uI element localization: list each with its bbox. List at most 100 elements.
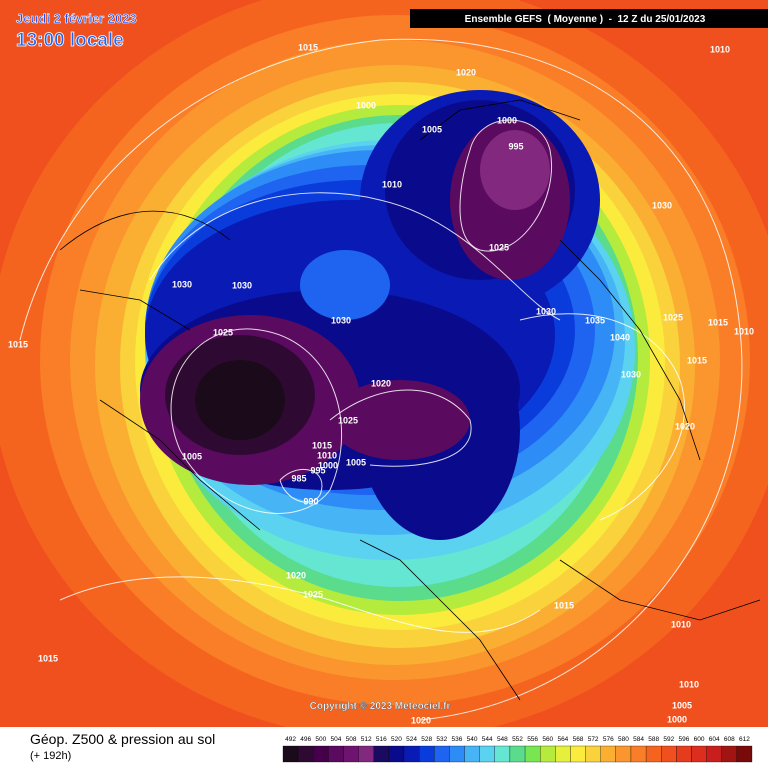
legend-label: 544 (482, 736, 493, 743)
pressure-label: 1015 (708, 317, 728, 327)
pressure-label: 1025 (663, 312, 683, 322)
legend-label: 564 (557, 736, 568, 743)
isobar (170, 328, 343, 514)
pressure-label: 1010 (671, 619, 691, 629)
legend-swatch (403, 745, 420, 763)
pressure-label: 1040 (610, 332, 630, 342)
legend-swatch (343, 745, 359, 763)
pressure-label: 1005 (346, 457, 366, 467)
pressure-label: 1020 (286, 570, 306, 580)
legend-swatch (540, 745, 556, 763)
isobar (329, 389, 472, 467)
pressure-label: 995 (310, 465, 325, 475)
legend-swatch (479, 745, 495, 763)
pressure-label: 1030 (536, 306, 556, 316)
map: 1015102010101000100510009951010103010251… (0, 0, 768, 727)
pressure-label: 1000 (356, 100, 376, 110)
pressure-label: 1010 (382, 179, 402, 189)
legend-swatch (630, 745, 647, 763)
isobar (519, 313, 685, 521)
pressure-label: 1010 (317, 450, 337, 460)
legend-label: 532 (436, 736, 447, 743)
pressure-label: 1000 (497, 115, 517, 125)
coastline (419, 99, 701, 461)
run-box (410, 9, 768, 28)
legend-swatch (555, 745, 571, 763)
legend-label: 576 (603, 736, 614, 743)
legend-swatch (736, 745, 753, 763)
isobar (59, 576, 541, 633)
isobar (19, 38, 743, 721)
legend-swatch (282, 745, 299, 763)
pressure-label: 1015 (8, 339, 28, 349)
legend-swatch (691, 745, 707, 763)
pressure-label: 1000 (667, 714, 687, 724)
isobar (279, 468, 323, 503)
legend-swatch (434, 745, 450, 763)
pressure-label: 1030 (232, 280, 252, 290)
run-info: Ensemble GEFS ( Moyenne ) - 12 Z du 25/0… (465, 14, 706, 25)
legend-label: 536 (452, 736, 463, 743)
legend-swatch (373, 745, 390, 763)
pressure-label: 1005 (672, 700, 692, 710)
pressure-label: 1000 (318, 460, 338, 470)
pressure-labels: 1015102010101000100510009951010103010251… (8, 42, 754, 725)
pressure-label: 1015 (38, 653, 58, 663)
pressure-label: 1020 (675, 421, 695, 431)
legend-label: 552 (512, 736, 523, 743)
copyright: Copyright © 2023 Meteociel.fr (310, 701, 451, 712)
local-time: 13:00 locale (16, 30, 124, 51)
legend-swatch (706, 745, 722, 763)
legend-label: 540 (467, 736, 478, 743)
pressure-label: 1035 (585, 315, 605, 325)
legend-label: 572 (588, 736, 599, 743)
legend-label: 504 (331, 736, 342, 743)
legend-swatch (524, 745, 541, 763)
legend-label: 608 (724, 736, 735, 743)
legend-swatch (297, 745, 314, 763)
legend-swatch (449, 745, 465, 763)
pressure-label: 1015 (312, 440, 332, 450)
pressure-label: 990 (303, 496, 318, 506)
legend-label: 604 (709, 736, 720, 743)
legend-label: 592 (663, 736, 674, 743)
legend-label: 612 (739, 736, 750, 743)
pressure-label: 1020 (456, 67, 476, 77)
pressure-label: 1015 (554, 600, 574, 610)
legend-label: 500 (315, 736, 326, 743)
pressure-label: 1030 (621, 369, 641, 379)
pressure-label: 1030 (172, 279, 192, 289)
pressure-label: 1005 (422, 124, 442, 134)
pressure-label: 1030 (331, 315, 351, 325)
pressure-label: 1010 (710, 44, 730, 54)
legend-label: 596 (678, 736, 689, 743)
legend-swatch (570, 745, 586, 763)
legend-label: 496 (300, 736, 311, 743)
pressure-label: 1025 (338, 415, 358, 425)
legend-label: 492 (285, 736, 296, 743)
legend-label: 516 (376, 736, 387, 743)
legend-swatch (388, 745, 405, 763)
legend-label: 600 (694, 736, 705, 743)
legend: 492 496 500 504 508 512 516 520 524 528 532 536 540 5… (282, 736, 753, 763)
footer-lead: (+ 192h) (30, 750, 71, 762)
pressure-label: 995 (508, 141, 523, 151)
legend-label: 548 (497, 736, 508, 743)
legend-swatch (328, 745, 344, 763)
coastline (359, 539, 761, 701)
legend-swatch (661, 745, 677, 763)
isobar (459, 119, 552, 252)
legend-swatch (585, 745, 601, 763)
pressure-label: 1020 (371, 378, 391, 388)
pressure-label: 985 (291, 473, 306, 483)
legend-swatch (358, 745, 374, 763)
footer-title: Géop. Z500 & pression au sol (30, 731, 215, 747)
legend-swatch (645, 745, 662, 763)
legend-swatch (721, 745, 738, 763)
legend-swatch (494, 745, 511, 763)
legend-swatch (313, 745, 329, 763)
legend-label: 512 (361, 736, 372, 743)
pressure-label: 1025 (303, 589, 323, 599)
legend-swatch (676, 745, 692, 763)
legend-swatch (600, 745, 616, 763)
